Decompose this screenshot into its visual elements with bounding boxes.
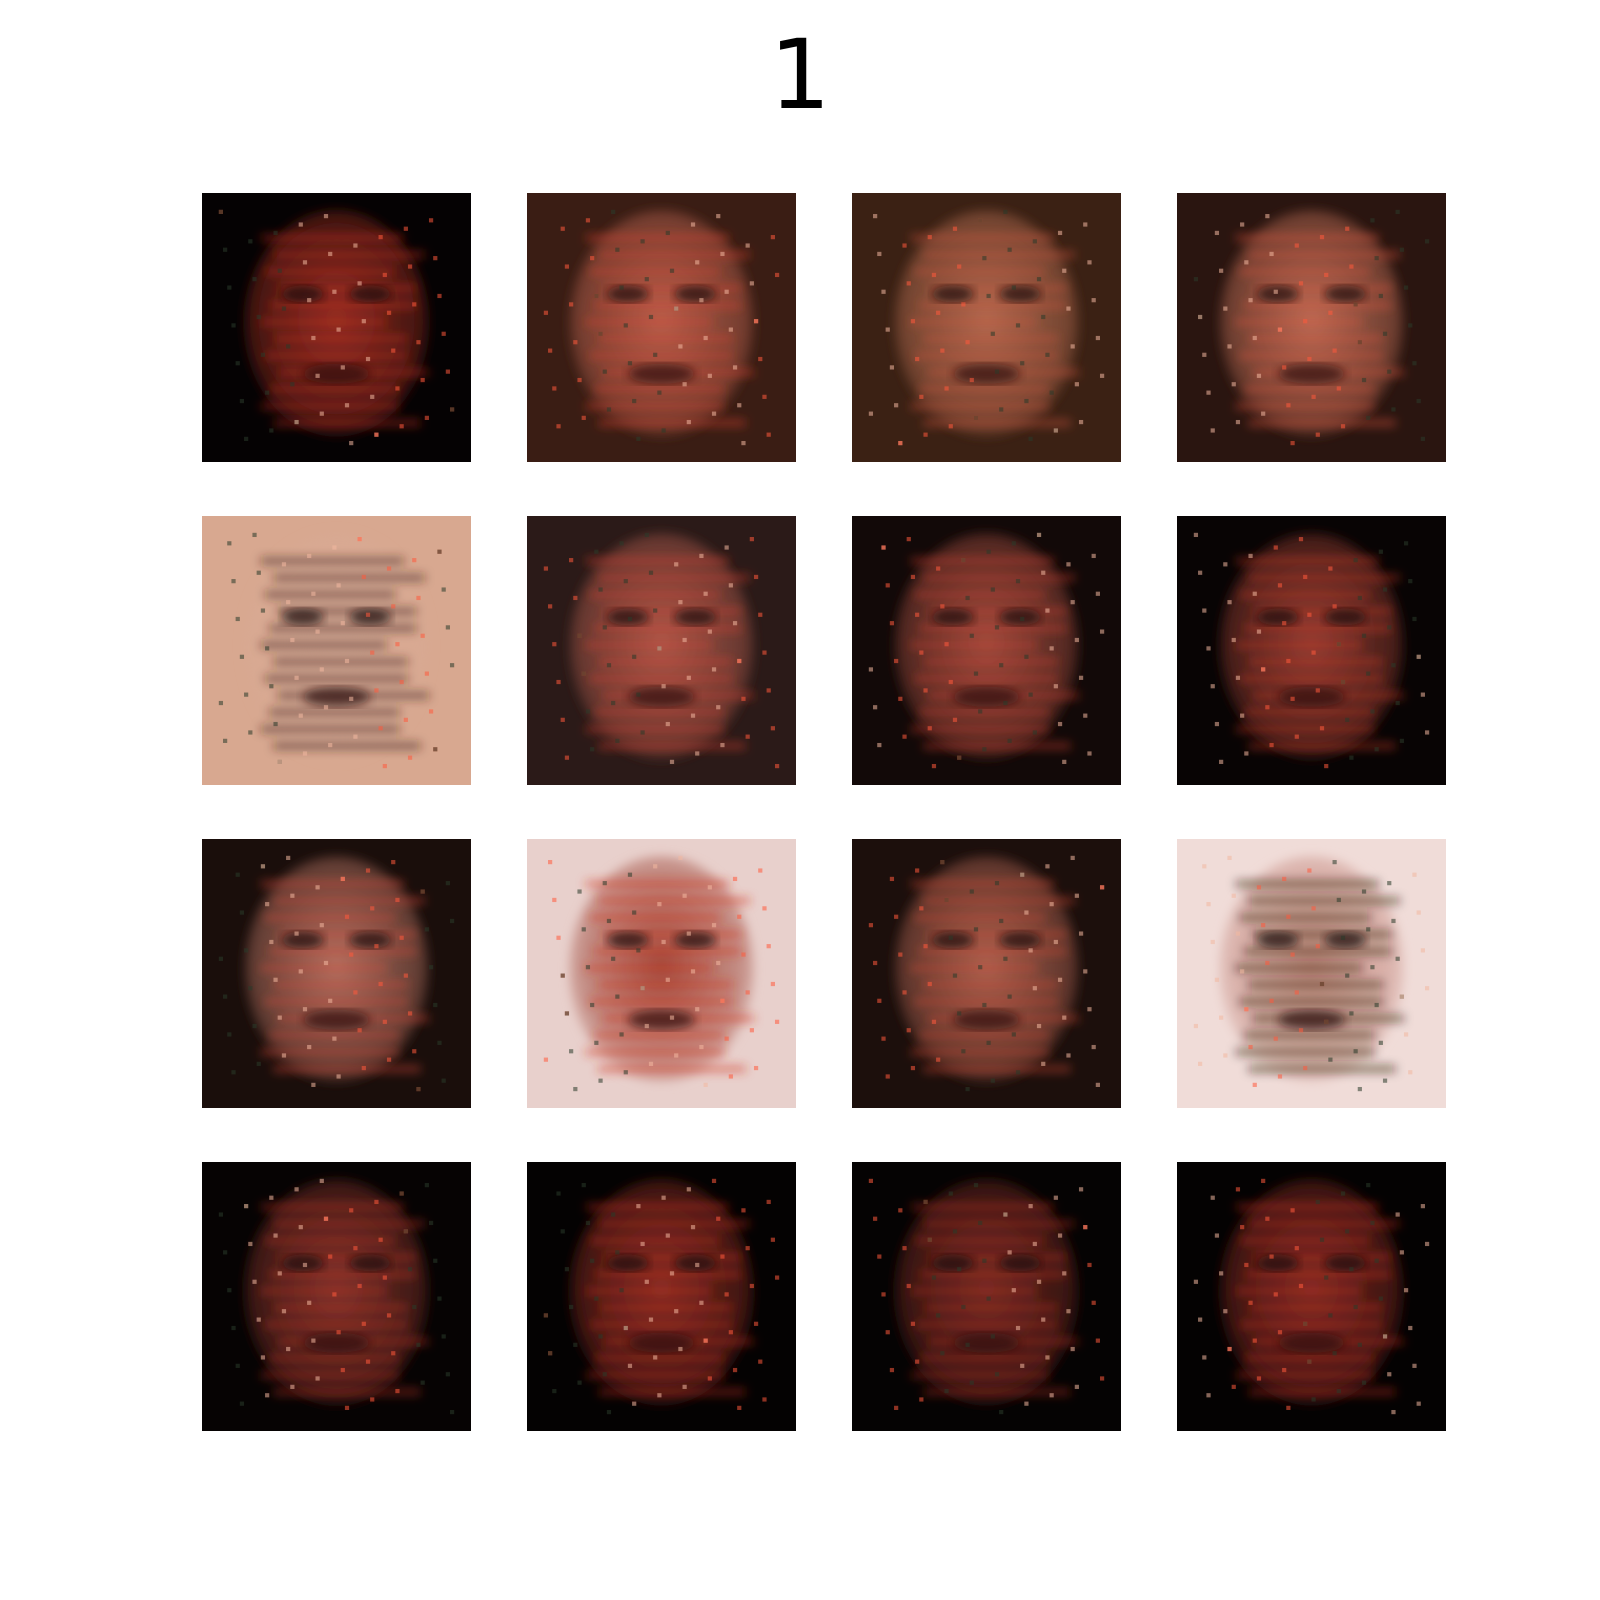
sample-image-1 (202, 193, 471, 462)
sample-image-11 (852, 839, 1121, 1108)
sample-image-15 (852, 1162, 1121, 1431)
sample-image-13 (202, 1162, 471, 1431)
sample-image-7 (852, 516, 1121, 785)
sample-image-5 (202, 516, 471, 785)
sample-image-16 (1177, 1162, 1446, 1431)
sample-grid (202, 193, 1452, 1433)
sample-image-4 (1177, 193, 1446, 462)
sample-image-14 (527, 1162, 796, 1431)
sample-image-12 (1177, 839, 1446, 1108)
sample-image-6 (527, 516, 796, 785)
figure-title: 1 (769, 19, 831, 131)
sample-image-2 (527, 193, 796, 462)
sample-image-3 (852, 193, 1121, 462)
sample-image-9 (202, 839, 471, 1108)
sample-image-8 (1177, 516, 1446, 785)
sample-image-10 (527, 839, 796, 1108)
